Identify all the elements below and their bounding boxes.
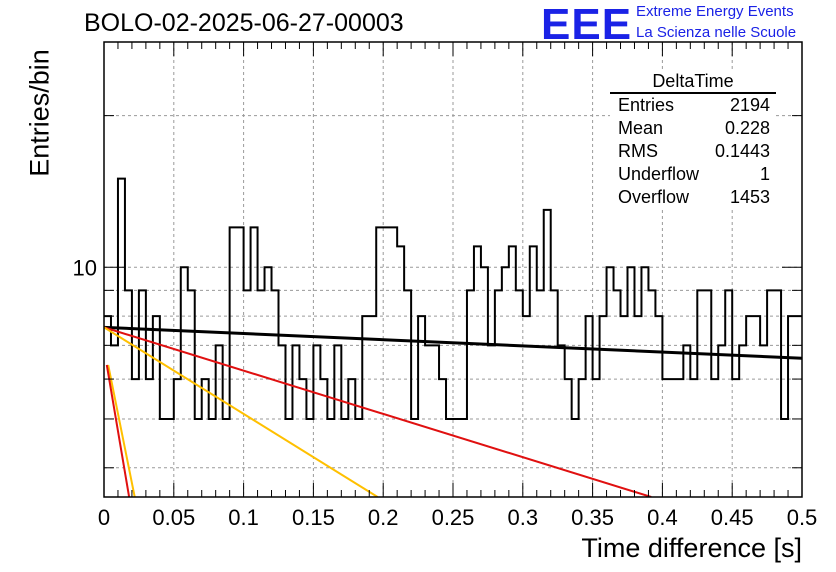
stats-box: DeltaTime Entries 2194 Mean 0.228 RMS 0.… (610, 71, 776, 209)
stats-label: Underflow (618, 164, 700, 184)
stats-row-rms: RMS 0.1443 (610, 140, 776, 163)
fit-line (105, 364, 131, 497)
x-axis-label: Time difference [s] (581, 533, 802, 563)
stats-value: 0.228 (724, 118, 770, 138)
x-tick-label: 0.05 (152, 505, 195, 530)
x-tick-label: 0.2 (368, 505, 399, 530)
x-tick-label: 0.4 (647, 505, 678, 530)
y-axis-label: Entries/bin (24, 49, 55, 177)
stats-value: 1 (759, 164, 770, 184)
x-tick-label: 0.35 (571, 505, 614, 530)
stats-row-overflow: Overflow 1453 (610, 186, 776, 209)
logo-line-2: La Scienza nelle Scuole (636, 24, 797, 41)
logo-line-1: Extreme Energy Events (636, 3, 794, 20)
x-tick-label: 0.15 (292, 505, 335, 530)
chart-title: BOLO-02-2025-06-27-00003 (84, 9, 404, 37)
stats-row-entries: Entries 2194 (610, 94, 776, 117)
stats-label: Entries (618, 95, 675, 115)
x-tick-label: 0.25 (432, 505, 475, 530)
fit-line (104, 325, 802, 360)
eee-logo: EEE (541, 0, 633, 49)
x-tick-label: 0.45 (711, 505, 754, 530)
stats-label: Mean (618, 118, 664, 138)
stats-label: Overflow (618, 187, 690, 207)
x-tick-label: 0 (98, 505, 110, 530)
x-tick-label: 0.5 (787, 505, 818, 530)
fit-line (104, 326, 379, 497)
x-tick-label: 0.3 (508, 505, 539, 530)
stats-row-underflow: Underflow 1 (610, 163, 776, 186)
stats-value: 2194 (729, 95, 770, 115)
stats-value: 0.1443 (714, 141, 770, 161)
stats-label: RMS (618, 141, 658, 161)
stats-row-mean: Mean 0.228 (610, 117, 776, 140)
fit-line (107, 364, 136, 497)
fit-line (104, 326, 652, 497)
histogram-line (104, 177, 802, 420)
stats-value: 1453 (729, 187, 770, 207)
x-tick-label: 0.1 (228, 505, 259, 530)
y-tick-label: 10 (73, 255, 97, 280)
stats-title: DeltaTime (610, 71, 776, 94)
